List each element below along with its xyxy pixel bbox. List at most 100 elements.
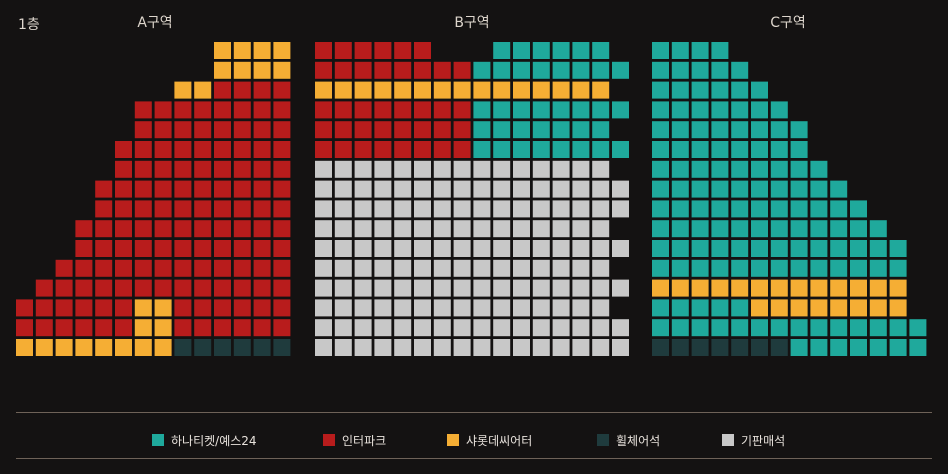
seat-b[interactable] xyxy=(513,279,530,297)
seat-b[interactable] xyxy=(433,200,451,218)
seat-c[interactable] xyxy=(889,240,907,257)
seat-b[interactable] xyxy=(532,259,550,277)
seat-b[interactable] xyxy=(354,160,372,178)
seat-b[interactable] xyxy=(315,220,332,238)
seat-b[interactable] xyxy=(394,319,412,337)
seat-b[interactable] xyxy=(493,279,511,297)
seat-c[interactable] xyxy=(671,339,689,356)
seat-a[interactable] xyxy=(174,240,192,257)
seat-b[interactable] xyxy=(414,259,431,277)
seat-c[interactable] xyxy=(790,141,808,158)
seat-a[interactable] xyxy=(174,319,192,337)
seat-b[interactable] xyxy=(374,200,392,218)
seat-b[interactable] xyxy=(374,299,392,317)
seat-a[interactable] xyxy=(253,101,271,119)
seat-b[interactable] xyxy=(334,160,352,178)
seat-b[interactable] xyxy=(572,160,590,178)
seat-a[interactable] xyxy=(194,141,212,158)
seat-a[interactable] xyxy=(194,319,212,337)
seat-c[interactable] xyxy=(869,279,887,297)
seat-b[interactable] xyxy=(513,42,530,59)
seat-b[interactable] xyxy=(354,240,372,257)
seat-b[interactable] xyxy=(592,61,610,79)
seat-c[interactable] xyxy=(790,299,808,317)
seat-b[interactable] xyxy=(453,200,471,218)
seat-b[interactable] xyxy=(532,81,550,99)
seat-c[interactable] xyxy=(790,259,808,277)
seat-b[interactable] xyxy=(394,200,412,218)
seat-b[interactable] xyxy=(354,220,372,238)
seat-b[interactable] xyxy=(414,42,431,59)
seat-c[interactable] xyxy=(770,141,788,158)
seat-a[interactable] xyxy=(273,121,291,139)
seat-b[interactable] xyxy=(334,81,352,99)
seat-c[interactable] xyxy=(869,259,887,277)
seat-c[interactable] xyxy=(652,141,669,158)
seat-b[interactable] xyxy=(513,101,530,119)
seat-a[interactable] xyxy=(55,259,73,277)
seat-a[interactable] xyxy=(134,200,152,218)
seat-b[interactable] xyxy=(532,339,550,356)
seat-b[interactable] xyxy=(334,141,352,158)
seat-c[interactable] xyxy=(731,160,749,178)
seat-a[interactable] xyxy=(55,299,73,317)
seat-c[interactable] xyxy=(830,339,848,356)
seat-a[interactable] xyxy=(95,339,113,356)
seat-a[interactable] xyxy=(273,61,291,79)
seat-b[interactable] xyxy=(414,279,431,297)
seat-b[interactable] xyxy=(374,61,392,79)
seat-a[interactable] xyxy=(253,141,271,158)
seat-a[interactable] xyxy=(16,339,33,356)
seat-c[interactable] xyxy=(652,299,669,317)
seat-b[interactable] xyxy=(473,279,491,297)
seat-b[interactable] xyxy=(532,200,550,218)
seat-c[interactable] xyxy=(652,160,669,178)
seat-b[interactable] xyxy=(572,61,590,79)
seat-b[interactable] xyxy=(433,220,451,238)
seat-c[interactable] xyxy=(731,319,749,337)
seat-a[interactable] xyxy=(35,319,53,337)
seat-c[interactable] xyxy=(671,240,689,257)
seat-b[interactable] xyxy=(394,81,412,99)
seat-b[interactable] xyxy=(374,259,392,277)
seat-a[interactable] xyxy=(273,42,291,59)
seat-a[interactable] xyxy=(75,259,93,277)
seat-b[interactable] xyxy=(552,339,570,356)
seat-c[interactable] xyxy=(850,339,867,356)
seat-c[interactable] xyxy=(790,279,808,297)
seat-a[interactable] xyxy=(214,121,231,139)
seat-b[interactable] xyxy=(513,240,530,257)
seat-a[interactable] xyxy=(75,240,93,257)
seat-c[interactable] xyxy=(909,319,927,337)
seat-a[interactable] xyxy=(134,279,152,297)
seat-b[interactable] xyxy=(315,160,332,178)
seat-c[interactable] xyxy=(731,61,749,79)
seat-c[interactable] xyxy=(711,299,729,317)
seat-a[interactable] xyxy=(115,279,132,297)
seat-a[interactable] xyxy=(273,339,291,356)
seat-a[interactable] xyxy=(253,299,271,317)
seat-a[interactable] xyxy=(174,339,192,356)
seat-c[interactable] xyxy=(691,160,709,178)
seat-a[interactable] xyxy=(233,339,251,356)
seat-c[interactable] xyxy=(790,319,808,337)
seat-c[interactable] xyxy=(691,220,709,238)
seat-c[interactable] xyxy=(671,160,689,178)
seat-b[interactable] xyxy=(453,240,471,257)
seat-c[interactable] xyxy=(731,101,749,119)
seat-b[interactable] xyxy=(572,220,590,238)
seat-a[interactable] xyxy=(75,319,93,337)
seat-a[interactable] xyxy=(154,180,172,198)
seat-b[interactable] xyxy=(354,339,372,356)
seat-b[interactable] xyxy=(572,180,590,198)
seat-b[interactable] xyxy=(334,121,352,139)
seat-a[interactable] xyxy=(75,220,93,238)
seat-b[interactable] xyxy=(592,259,610,277)
seat-b[interactable] xyxy=(374,81,392,99)
seat-a[interactable] xyxy=(233,240,251,257)
seat-b-side[interactable] xyxy=(612,240,629,257)
seat-a[interactable] xyxy=(273,141,291,158)
seat-b[interactable] xyxy=(374,339,392,356)
seat-b[interactable] xyxy=(394,279,412,297)
seat-a[interactable] xyxy=(174,141,192,158)
